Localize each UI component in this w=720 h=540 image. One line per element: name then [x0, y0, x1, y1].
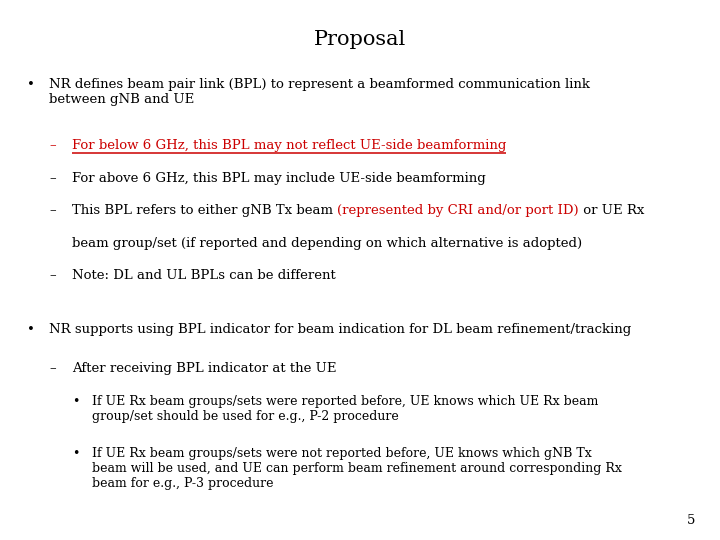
- Text: NR supports using BPL indicator for beam indication for DL beam refinement/track: NR supports using BPL indicator for beam…: [49, 323, 631, 336]
- Text: •: •: [27, 323, 35, 336]
- Text: –: –: [49, 172, 55, 185]
- Text: 5: 5: [686, 514, 695, 526]
- Text: –: –: [49, 269, 55, 282]
- Text: •: •: [27, 78, 35, 91]
- Text: After receiving BPL indicator at the UE: After receiving BPL indicator at the UE: [72, 362, 336, 375]
- Text: If UE Rx beam groups/sets were not reported before, UE knows which gNB Tx
beam w: If UE Rx beam groups/sets were not repor…: [92, 447, 622, 490]
- Text: For above 6 GHz, this BPL may include UE-side beamforming: For above 6 GHz, this BPL may include UE…: [72, 172, 486, 185]
- Text: NR defines beam pair link (BPL) to represent a beamformed communication link
bet: NR defines beam pair link (BPL) to repre…: [49, 78, 590, 106]
- Text: •: •: [72, 447, 79, 460]
- Text: –: –: [49, 362, 55, 375]
- Text: beam group/set (if reported and depending on which alternative is adopted): beam group/set (if reported and dependin…: [72, 237, 582, 249]
- Text: •: •: [72, 395, 79, 408]
- Text: For below 6 GHz, this BPL may not reflect UE-side beamforming: For below 6 GHz, this BPL may not reflec…: [72, 139, 506, 152]
- Text: (represented by CRI and/or port ID): (represented by CRI and/or port ID): [337, 204, 579, 217]
- Text: –: –: [49, 204, 55, 217]
- Text: This BPL refers to either gNB Tx beam: This BPL refers to either gNB Tx beam: [72, 204, 337, 217]
- Text: Proposal: Proposal: [314, 30, 406, 49]
- Text: or UE Rx: or UE Rx: [579, 204, 644, 217]
- Text: If UE Rx beam groups/sets were reported before, UE knows which UE Rx beam
group/: If UE Rx beam groups/sets were reported …: [92, 395, 598, 423]
- Text: –: –: [49, 139, 55, 152]
- Text: Note: DL and UL BPLs can be different: Note: DL and UL BPLs can be different: [72, 269, 336, 282]
